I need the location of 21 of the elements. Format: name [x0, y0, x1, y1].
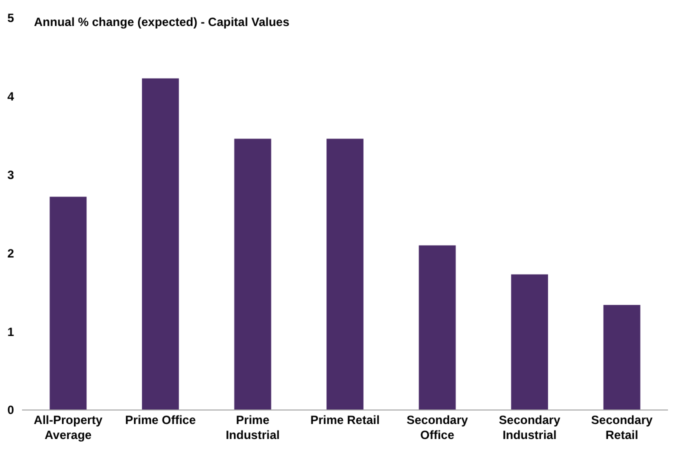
x-tick-label: Prime Industrial: [226, 413, 280, 442]
chart-title: Annual % change (expected) - Capital Values: [34, 15, 290, 29]
bar: [603, 304, 640, 410]
bar: [511, 274, 548, 410]
y-tick-label: 2: [7, 246, 14, 260]
bar: [326, 138, 364, 410]
bar: [418, 245, 456, 410]
x-tick-label: All-Property Average: [34, 413, 103, 442]
x-tick-label: Secondary Retail: [591, 413, 653, 442]
bar: [234, 138, 272, 410]
y-tick-label: 4: [7, 90, 14, 104]
y-tick-label: 5: [7, 11, 14, 26]
bar: [50, 196, 87, 410]
y-tick-label: 1: [7, 324, 14, 339]
x-tick-label: Secondary Industrial: [498, 413, 561, 442]
y-tick-label: 3: [7, 168, 14, 182]
x-tick-label: Prime Retail: [310, 413, 380, 427]
x-tick-label: Secondary Office: [406, 413, 468, 442]
y-tick-label: 0: [7, 403, 14, 418]
x-tick-label: Prime Office: [125, 413, 196, 427]
bar: [142, 78, 179, 410]
